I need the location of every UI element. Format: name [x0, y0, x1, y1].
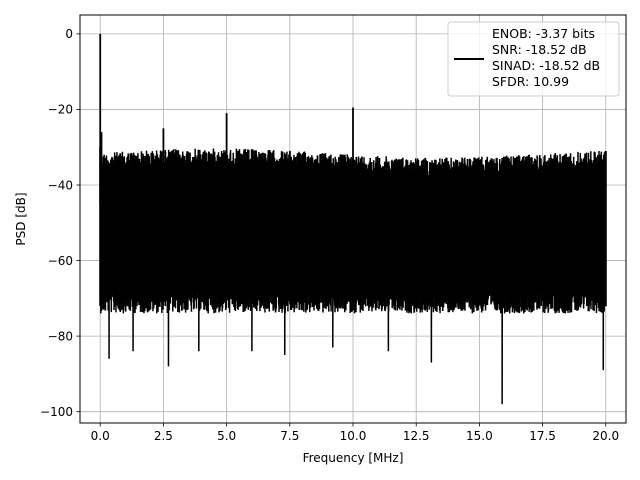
x-tick-label: 17.5 — [529, 429, 556, 443]
x-tick-label: 20.0 — [592, 429, 619, 443]
x-tick-label: 7.5 — [280, 429, 299, 443]
y-axis-title: PSD [dB] — [14, 192, 28, 245]
x-tick-label: 0.0 — [91, 429, 110, 443]
x-tick-label: 2.5 — [154, 429, 173, 443]
legend-line-sfdr: SFDR: 10.99 — [492, 74, 569, 89]
y-tick-label: −80 — [48, 329, 73, 343]
y-tick-label: −40 — [48, 178, 73, 192]
legend: ENOB: -3.37 bits SNR: -18.52 dB SINAD: -… — [447, 21, 620, 97]
legend-line-sinad: SINAD: -18.52 dB — [492, 58, 600, 73]
x-tick-label: 5.0 — [217, 429, 236, 443]
x-tick-label: 15.0 — [466, 429, 493, 443]
noise-floor-path — [99, 148, 607, 405]
y-tick-label: 0 — [65, 27, 73, 41]
x-axis: 0.0 2.5 5.0 7.5 10.0 12.5 15.0 17.5 20.0 — [91, 423, 619, 443]
psd-trace — [99, 33, 607, 405]
x-tick-label: 12.5 — [403, 429, 430, 443]
y-axis: 0 −20 −40 −60 −80 −100 — [40, 27, 80, 419]
legend-line-snr: SNR: -18.52 dB — [492, 42, 587, 57]
legend-box — [447, 21, 620, 97]
y-tick-label: −60 — [48, 254, 73, 268]
y-tick-label: −100 — [40, 405, 73, 419]
y-tick-label: −20 — [48, 103, 73, 117]
x-tick-label: 10.0 — [340, 429, 367, 443]
legend-line-enob: ENOB: -3.37 bits — [492, 26, 595, 41]
x-axis-title: Frequency [MHz] — [303, 451, 404, 465]
